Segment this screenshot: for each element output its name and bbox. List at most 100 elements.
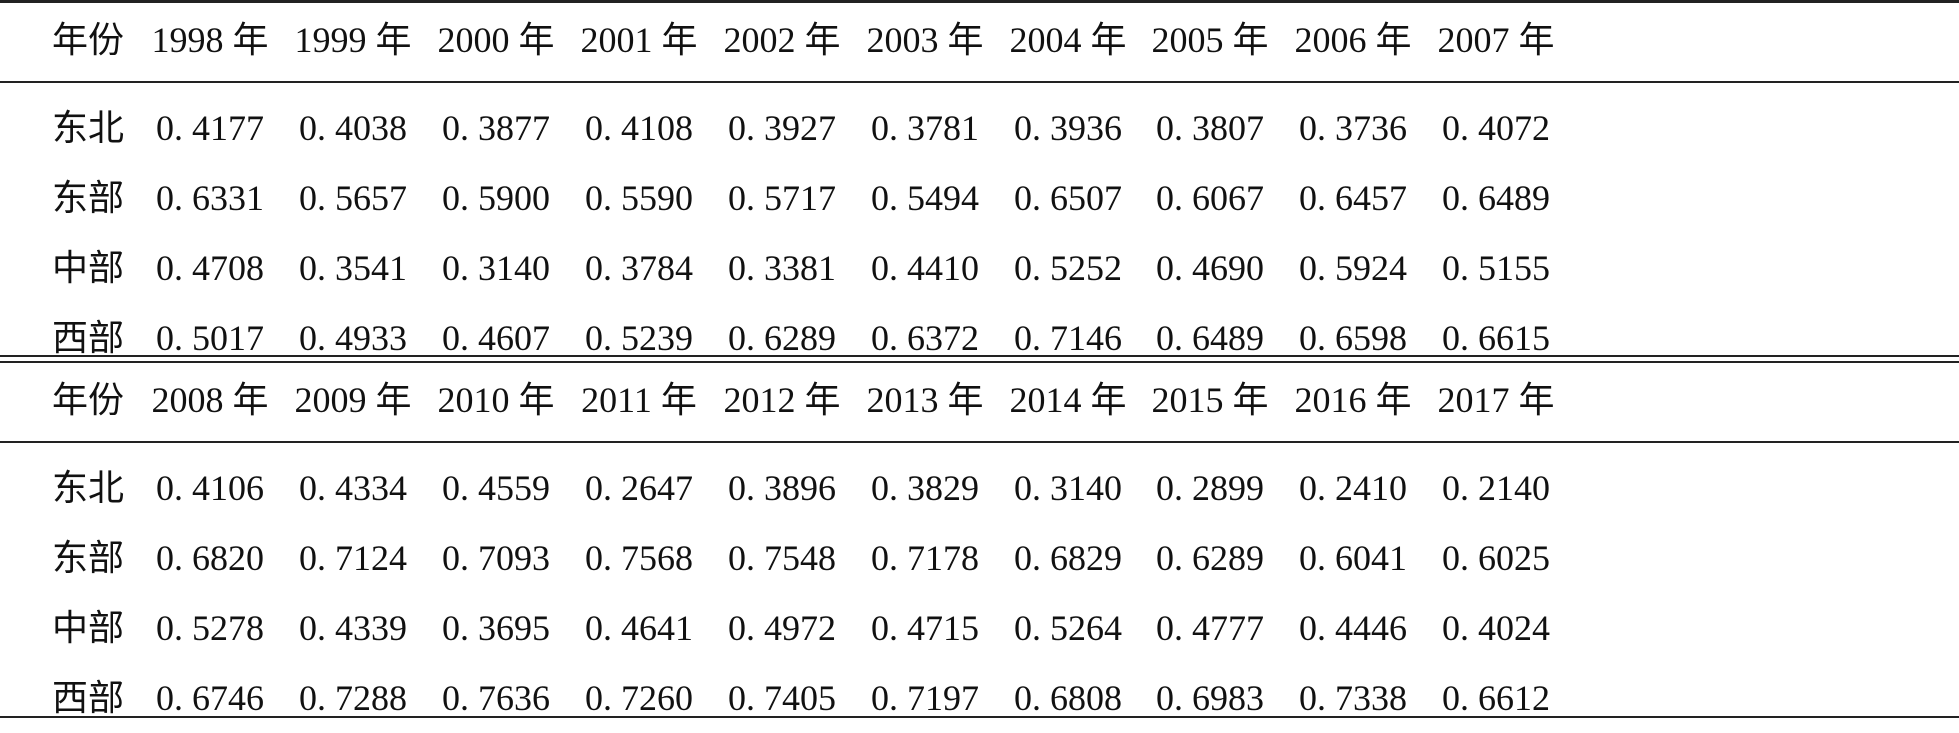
header-year-cell: 2012 年 [723,380,841,420]
value-cell: 0. 3140 [1014,468,1122,508]
header-year-cell: 2002 年 [723,20,841,60]
value-cell: 0. 4933 [299,318,407,358]
value-cell: 0. 4177 [156,108,264,148]
value-cell: 0. 3784 [585,248,693,288]
value-cell: 0. 6808 [1014,678,1122,718]
header-label-cell: 年份 [52,380,125,420]
region-label-cell: 东北 [52,108,125,148]
region-label-cell: 东部 [52,538,125,578]
header-year-cell: 2010 年 [437,380,555,420]
value-cell: 0. 6067 [1156,178,1264,218]
region-label-cell: 东部 [52,178,125,218]
value-cell: 0. 5657 [299,178,407,218]
header-year-cell: 1998 年 [151,20,269,60]
value-cell: 0. 3140 [442,248,550,288]
value-cell: 0. 6331 [156,178,264,218]
top-rule [0,0,1959,3]
value-cell: 0. 5264 [1014,608,1122,648]
value-cell: 0. 6457 [1299,178,1407,218]
header-year-cell: 2000 年 [437,20,555,60]
value-cell: 0. 4715 [871,608,979,648]
value-cell: 0. 4446 [1299,608,1407,648]
value-cell: 0. 7124 [299,538,407,578]
table-row: 东北 0. 4177 0. 4038 0. 3877 0. 4108 0. 3927 0. … [0,93,1959,163]
value-cell: 0. 5494 [871,178,979,218]
header-year-cell: 2001 年 [580,20,698,60]
value-cell: 0. 6598 [1299,318,1407,358]
value-cell: 0. 3695 [442,608,550,648]
value-cell: 0. 7568 [585,538,693,578]
value-cell: 0. 2899 [1156,468,1264,508]
value-cell: 0. 3541 [299,248,407,288]
header-year-cell: 2009 年 [294,380,412,420]
value-cell: 0. 7636 [442,678,550,718]
value-cell: 0. 7260 [585,678,693,718]
header-year-cell: 2008 年 [151,380,269,420]
value-cell: 0. 5590 [585,178,693,218]
value-cell: 0. 5900 [442,178,550,218]
header-year-cell: 1999 年 [294,20,412,60]
value-cell: 0. 3927 [728,108,836,148]
value-cell: 0. 3829 [871,468,979,508]
value-cell: 0. 7178 [871,538,979,578]
value-cell: 0. 6829 [1014,538,1122,578]
value-cell: 0. 2410 [1299,468,1407,508]
header-year-cell: 2011 年 [581,380,697,420]
value-cell: 0. 4339 [299,608,407,648]
value-cell: 0. 5155 [1442,248,1550,288]
value-cell: 0. 4607 [442,318,550,358]
value-cell: 0. 7197 [871,678,979,718]
value-cell: 0. 7338 [1299,678,1407,718]
value-cell: 0. 2647 [585,468,693,508]
value-cell: 0. 4777 [1156,608,1264,648]
value-cell: 0. 6612 [1442,678,1550,718]
bottom-rule [0,716,1959,718]
region-label-cell: 西部 [52,678,125,718]
value-cell: 0. 6820 [156,538,264,578]
value-cell: 0. 4108 [585,108,693,148]
value-cell: 0. 6615 [1442,318,1550,358]
value-cell: 0. 6372 [871,318,979,358]
value-cell: 0. 7093 [442,538,550,578]
header-year-cell: 2007 年 [1437,20,1555,60]
value-cell: 0. 5239 [585,318,693,358]
value-cell: 0. 4072 [1442,108,1550,148]
value-cell: 0. 4334 [299,468,407,508]
table-row: 西部 0. 5017 0. 4933 0. 4607 0. 5239 0. 6289 0. … [0,303,1959,373]
value-cell: 0. 5278 [156,608,264,648]
value-cell: 0. 6746 [156,678,264,718]
header-year-cell: 2017 年 [1437,380,1555,420]
header-year-cell: 2015 年 [1151,380,1269,420]
block-divider-rule [0,361,1959,363]
value-cell: 0. 6983 [1156,678,1264,718]
value-cell: 0. 3896 [728,468,836,508]
value-cell: 0. 4641 [585,608,693,648]
header-year-cell: 2016 年 [1294,380,1412,420]
value-cell: 0. 2140 [1442,468,1550,508]
header-year-cell: 2003 年 [866,20,984,60]
value-cell: 0. 3877 [442,108,550,148]
table-row: 东部 0. 6331 0. 5657 0. 5900 0. 5590 0. 5717 0. … [0,163,1959,233]
value-cell: 0. 3807 [1156,108,1264,148]
header-label-cell: 年份 [52,20,125,60]
value-cell: 0. 3781 [871,108,979,148]
value-cell: 0. 4024 [1442,608,1550,648]
value-cell: 0. 7146 [1014,318,1122,358]
header-rule [0,81,1959,83]
value-cell: 0. 4972 [728,608,836,648]
region-label-cell: 西部 [52,318,125,358]
value-cell: 0. 6489 [1156,318,1264,358]
value-cell: 0. 6507 [1014,178,1122,218]
value-cell: 0. 4106 [156,468,264,508]
header-year-cell: 2004 年 [1009,20,1127,60]
header-row: 年份 2008 年 2009 年 2010 年 2011 年 2012 年 2013 年 20… [0,365,1959,435]
region-label-cell: 东北 [52,468,125,508]
value-cell: 0. 5924 [1299,248,1407,288]
region-label-cell: 中部 [52,248,125,288]
value-cell: 0. 5252 [1014,248,1122,288]
table-row: 东部 0. 6820 0. 7124 0. 7093 0. 7568 0. 7548 0. … [0,523,1959,593]
table-row: 中部 0. 4708 0. 3541 0. 3140 0. 3784 0. 3381 0. … [0,233,1959,303]
value-cell: 0. 3936 [1014,108,1122,148]
value-cell: 0. 7288 [299,678,407,718]
table-row: 东北 0. 4106 0. 4334 0. 4559 0. 2647 0. 3896 0. … [0,453,1959,523]
